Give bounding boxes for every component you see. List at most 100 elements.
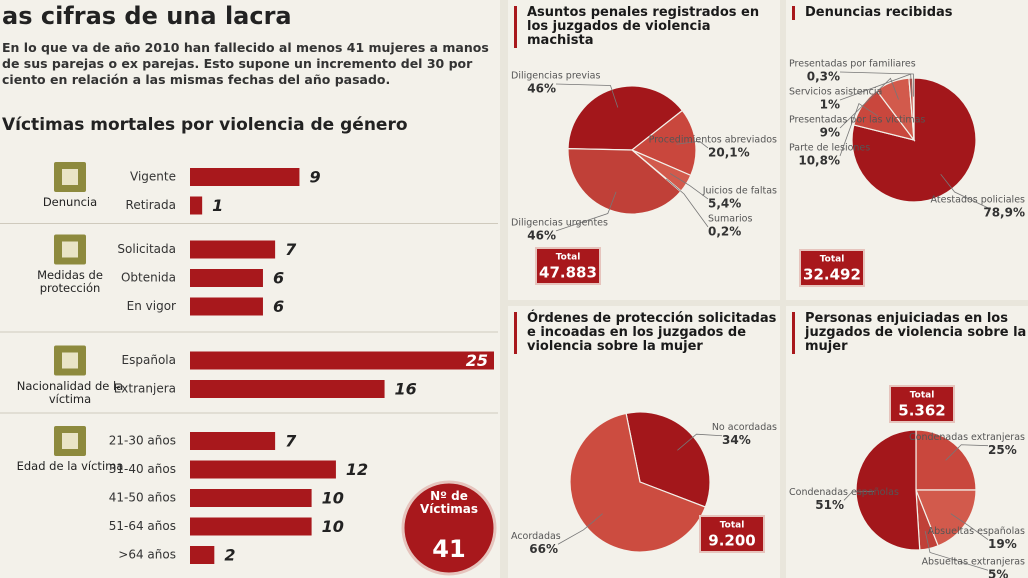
value-label: 6: [273, 297, 284, 316]
value-label: 7: [285, 432, 297, 451]
value-label: 10: [322, 517, 344, 536]
left-panel: [0, 0, 500, 578]
value-label: 12: [346, 460, 368, 479]
bar: [190, 380, 385, 398]
group-icon-inner: [62, 241, 78, 258]
slice-label: Absueltas españolas: [928, 526, 1025, 537]
slice-value: 5%: [988, 568, 1008, 578]
category-label: 41-50 años: [109, 491, 176, 505]
total-box: [699, 515, 765, 553]
total-badge: [401, 480, 497, 576]
leader-line: [665, 178, 709, 228]
slice-label: Condenadas españolas: [789, 487, 899, 498]
panel-title: Órdenes de protección solicitadas e inco…: [514, 312, 779, 354]
group-icon-inner: [62, 169, 78, 185]
total-box: [889, 385, 955, 423]
chart-title: Víctimas mortales por violencia de géner…: [2, 115, 408, 135]
value-label: 2: [224, 546, 235, 565]
bar: [190, 196, 203, 215]
category-label: Extranjera: [114, 382, 176, 396]
slice-label: Diligencias urgentes: [511, 217, 608, 228]
category-label: Solicitada: [117, 242, 176, 256]
slice-label: Presentadas por las víctimas: [789, 115, 925, 126]
slice-label: Sumarios: [708, 213, 752, 224]
panel-title: Personas enjuiciadas en los juzgados de …: [792, 312, 1027, 354]
bar: [190, 460, 336, 479]
bar: [190, 432, 276, 450]
slice-label: Juicios de faltas: [702, 185, 777, 196]
group-label: Denuncia: [42, 195, 98, 209]
bar: [190, 351, 494, 370]
value-label: 6: [273, 269, 284, 288]
slice-label: Acordadas: [511, 531, 561, 542]
slice-label: Procedimientos abreviados: [649, 134, 777, 145]
slice-value: 9%: [820, 126, 840, 140]
group-label: Medidas de protección: [37, 267, 103, 295]
leader-line: [839, 71, 914, 97]
value-label: 25: [466, 351, 488, 370]
total-value: 41: [432, 535, 465, 563]
slice-label: Atestados policiales: [931, 194, 1025, 205]
leader-line: [950, 513, 989, 540]
total-label: Total: [556, 253, 581, 263]
intro: En lo que va de año 2010 han fallecido a…: [2, 40, 489, 87]
value-label: 7: [285, 240, 297, 259]
leader-line: [555, 83, 619, 108]
group-label: Nacionalidad de la víctima: [16, 378, 124, 406]
slice-value: 19%: [988, 537, 1017, 551]
slice-value: 0,3%: [807, 70, 840, 84]
total-label: Total: [720, 521, 745, 531]
panel-title: Asuntos penales registrados en los juzga…: [514, 6, 779, 48]
bar: [190, 517, 312, 536]
leader-line: [676, 140, 709, 149]
leader-line: [555, 191, 617, 232]
category-label: 21-30 años: [109, 434, 176, 448]
value-label: 16: [395, 380, 417, 399]
slice-value: 20,1%: [708, 145, 750, 159]
slice-label: Diligencias previas: [511, 71, 600, 82]
slice-value: 34%: [722, 433, 751, 447]
category-label: 51-64 años: [109, 519, 176, 533]
slice-label: Absueltas extranjeras: [922, 557, 1025, 568]
slice-label: No acordadas: [712, 422, 777, 433]
total-label: Total: [820, 255, 845, 265]
leader-line: [924, 530, 989, 571]
leader-line: [940, 173, 989, 209]
bar: [190, 546, 215, 564]
slice-value: 46%: [527, 228, 556, 242]
bar: [190, 269, 263, 287]
category-label: Vigente: [130, 170, 176, 184]
bar: [190, 168, 300, 186]
category-label: Española: [122, 353, 176, 367]
total-value: 9.200: [708, 532, 755, 550]
slice-value: 1%: [820, 98, 840, 112]
slice-label: Servicios asistencia: [789, 87, 882, 98]
category-label: 31-40 años: [109, 462, 176, 476]
category-label: Retirada: [126, 198, 176, 212]
leader-line: [843, 490, 875, 501]
value-label: 1: [212, 196, 223, 215]
group-icon-inner: [62, 352, 78, 369]
total-value: 47.883: [539, 264, 597, 282]
slice-label: Parte de lesiones: [789, 143, 870, 154]
total-box: [535, 247, 601, 285]
panel-title: Denuncias recibidas: [792, 6, 1027, 20]
total-label: Total: [910, 391, 935, 401]
slice-value: 78,9%: [983, 205, 1025, 219]
slice-value: 10,8%: [798, 154, 840, 168]
leader-line: [677, 433, 723, 451]
bar: [190, 297, 263, 316]
bar: [190, 489, 312, 507]
total-box: [799, 249, 865, 287]
slice-value: 46%: [527, 82, 556, 96]
leader-line: [839, 73, 913, 101]
slice-label: Condenadas extranjeras: [909, 432, 1025, 443]
group-label: Edad de la víctima: [16, 459, 124, 473]
leader-line: [945, 444, 989, 461]
slice-value: 0,2%: [708, 224, 741, 238]
slice-value: 66%: [529, 542, 558, 556]
value-label: 9: [309, 168, 320, 187]
leader-line: [669, 173, 709, 200]
